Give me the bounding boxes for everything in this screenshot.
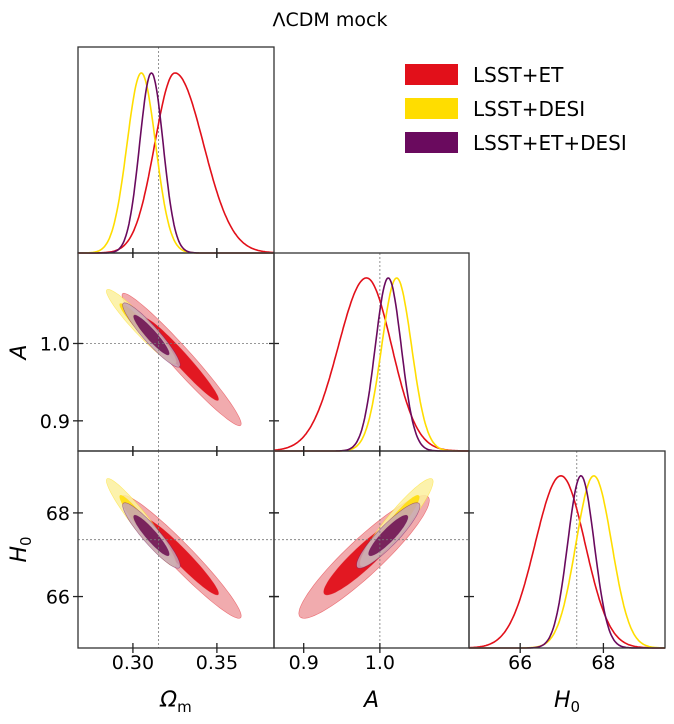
contours: [106, 478, 242, 619]
contours: [106, 289, 242, 427]
panel-frame: [77, 46, 275, 254]
label-subscript: m: [177, 698, 192, 716]
x-tick-label: 1.0: [365, 652, 395, 674]
legend-swatch: [405, 132, 458, 153]
contour-68-lsst-et-desi: [133, 514, 170, 557]
marginal-curve-lsst-desi: [274, 277, 469, 452]
marginal-curve-lsst-et: [78, 72, 275, 254]
panel-om-A: [73, 248, 279, 456]
x-tick-label: 66: [508, 652, 532, 674]
y-tick-label: 68: [46, 503, 70, 525]
marginal-curve-lsst-desi: [78, 72, 274, 254]
x-tick-label: 0.35: [196, 652, 238, 674]
panel-1d-A: [273, 252, 470, 456]
legend-swatch: [405, 64, 458, 85]
x-tick-label: 0.30: [112, 652, 154, 674]
x-axis-label-H0: H0: [554, 688, 580, 716]
panel-frame: [273, 252, 470, 452]
marginal-curve-lsst-et-desi: [274, 277, 469, 452]
legend-label: LSST+ET+DESI: [473, 131, 627, 155]
contour-68-lsst-et-desi: [368, 514, 409, 557]
panel-1d-om: [77, 46, 275, 258]
y-tick-label: 1.0: [40, 333, 70, 355]
y-tick-label: 0.9: [40, 411, 70, 433]
label-subscript: 0: [17, 536, 35, 546]
legend: LSST+ET LSST+DESI LSST+ET+DESI: [405, 63, 627, 155]
marginal-curve-lsst-desi: [469, 475, 665, 649]
x-axis-label-A: A: [362, 688, 379, 713]
x-axis-label-om: Ωm: [159, 688, 191, 716]
y-axis-label-H0: H0: [7, 536, 35, 562]
panel-A-H0: [269, 446, 474, 653]
contours: [298, 478, 434, 619]
chart-title: ΛCDM mock: [273, 9, 388, 31]
marginal-curve-lsst-et-desi: [469, 474, 665, 649]
x-tick-label: 0.9: [289, 652, 319, 674]
panel-om-H0: [73, 446, 279, 653]
x-tick-label: 68: [591, 652, 615, 674]
contour-68-lsst-et-desi: [133, 314, 170, 356]
panel-1d-H0: [468, 450, 666, 653]
panel-frame: [468, 450, 666, 649]
label-subscript: 0: [571, 698, 581, 716]
marginal-curve-lsst-et-desi: [78, 72, 274, 254]
y-axis-label-A: A: [7, 344, 32, 361]
y-tick-label: 66: [46, 587, 70, 609]
legend-label: LSST+ET: [473, 63, 564, 87]
marginal-curve-lsst-et: [273, 277, 470, 452]
legend-swatch: [405, 98, 458, 119]
legend-label: LSST+DESI: [473, 97, 585, 121]
marginal-curve-lsst-et: [469, 474, 665, 649]
